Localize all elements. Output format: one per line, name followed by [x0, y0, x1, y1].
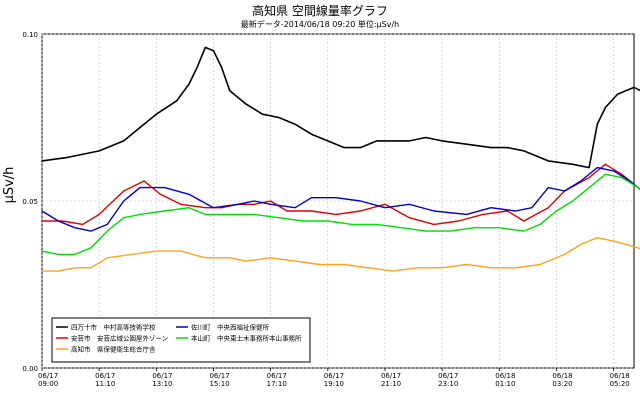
x-tick-time: 21:10: [381, 380, 401, 388]
x-tick-time: 03:20: [552, 380, 572, 388]
x-tick-date: 06/17: [38, 372, 58, 380]
y-tick-label: 0.05: [22, 198, 38, 206]
chart-title: 高知県 空間線量率グラフ: [252, 3, 388, 18]
x-tick-date: 06/17: [95, 372, 115, 380]
y-tick-label: 0.00: [22, 365, 38, 373]
legend-label: 四万十市 中村高等技術学校: [71, 323, 156, 332]
x-tick-date: 06/18: [495, 372, 515, 380]
y-axis-ticks: 0.00 0.05 0.10: [22, 31, 38, 373]
grid-lines: [41, 33, 634, 369]
x-tick-time: 11:10: [95, 380, 115, 388]
x-tick-time: 13:10: [152, 380, 172, 388]
series-line: [42, 236, 640, 272]
x-tick-time: 09:00: [38, 380, 58, 388]
x-axis-ticks: 06/1709:0006/1711:1006/1713:1006/1715:10…: [38, 368, 630, 388]
y-axis-label: μSv/h: [2, 167, 17, 204]
legend-label: 佐川町 中央西福祉保健所: [191, 323, 270, 332]
legend-label: 安芸市 安芸広域公園屋外ゾーン: [71, 334, 168, 343]
x-tick-time: 19:10: [324, 380, 344, 388]
x-tick-time: 01:10: [495, 380, 515, 388]
x-tick-date: 06/17: [438, 372, 458, 380]
x-tick-date: 06/18: [552, 372, 572, 380]
legend-label: 本山町 中央東土木事務所本山事務所: [191, 334, 302, 343]
x-tick-time: 17:10: [267, 380, 287, 388]
chart-subtitle: 最新データ-2014/06/18 09:20 単位:μSv/h: [241, 19, 400, 29]
x-tick-date: 06/17: [209, 372, 229, 380]
series-line: [41, 46, 640, 169]
x-tick-date: 06/17: [381, 372, 401, 380]
x-tick-time: 05:20: [610, 380, 630, 388]
x-tick-time: 15:10: [209, 380, 229, 388]
y-tick-label: 0.10: [22, 31, 38, 39]
series-lines: [41, 46, 640, 272]
legend-label: 高知市 県保健衛生総合庁舎: [71, 345, 156, 354]
x-tick-date: 06/17: [324, 372, 344, 380]
series-line: [41, 173, 640, 256]
x-tick-date: 06/18: [610, 372, 630, 380]
x-tick-date: 06/17: [267, 372, 287, 380]
series-line: [41, 166, 640, 232]
series-line: [42, 163, 640, 226]
x-tick-time: 23:10: [438, 380, 458, 388]
legend-box: [51, 317, 311, 363]
x-tick-date: 06/17: [152, 372, 172, 380]
